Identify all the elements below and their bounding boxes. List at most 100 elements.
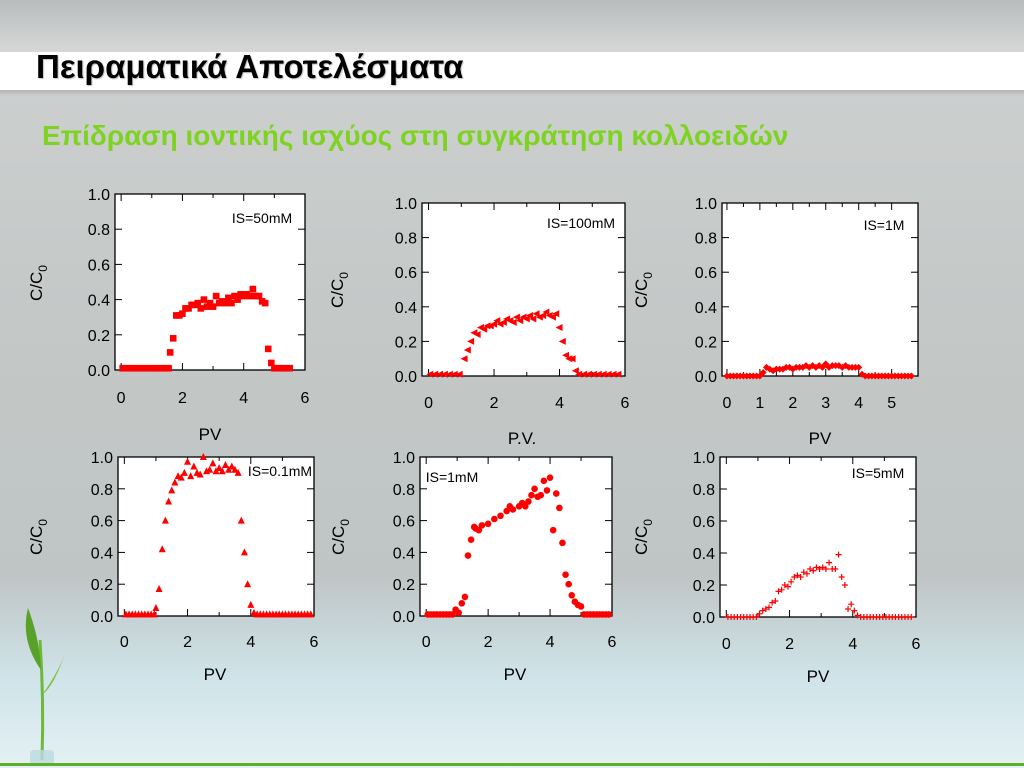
y-tick-label: 0.0 [695,369,717,386]
data-point [556,504,563,512]
x-axis-label: PV [199,425,222,444]
data-point [807,566,814,572]
slide-title: Πειραματικά Αποτελέσματα [36,48,464,85]
y-tick-label: 1.0 [91,450,113,467]
data-point [532,310,540,318]
data-point [562,571,569,578]
y-tick-label: 0.2 [393,577,415,594]
x-tick-label: 4 [239,390,248,407]
data-point [467,536,475,543]
data-point [475,526,483,534]
data-point [838,574,845,580]
data-point [559,539,566,547]
data-point [247,600,255,608]
data-point [552,490,560,497]
data-point [179,310,186,317]
data-point [161,516,169,524]
is-annotation: IS=5mM [852,465,905,481]
data-point [800,569,807,576]
x-axis-label: PV [504,665,527,684]
data-point [528,491,535,499]
y-tick-label: 0.0 [88,363,110,380]
data-point [522,315,530,323]
x-tick-label: 4 [854,395,863,412]
data-point [835,551,842,558]
chart-c6: 0.0 0.2 0.4 0.6 0.8 1.0 0 2 4 6 IS=5mM PV C/C0 [632,450,921,686]
y-tick-label: 0.6 [395,265,417,282]
x-tick-label: 6 [301,390,310,407]
data-point [203,303,211,310]
data-point [537,491,545,499]
data-point [503,507,511,515]
y-tick-label: 0.8 [393,482,415,499]
data-point [473,330,481,338]
y-tick-label: 0.4 [88,293,110,310]
y-tick-label: 1.0 [693,450,715,467]
y-tick-label: 0.6 [695,265,717,282]
x-tick-label: 3 [821,395,830,412]
y-tick-label: 0.2 [88,328,110,345]
data-point [794,572,801,579]
data-point [261,299,269,307]
data-point [565,580,572,588]
data-point [218,467,226,475]
x-tick-label: 1 [755,395,764,412]
y-tick-label: 0.8 [695,231,717,248]
data-point [225,294,232,302]
data-point [480,325,488,333]
is-annotation: IS=50mM [232,210,292,226]
data-point [184,457,192,465]
data-point [797,574,804,580]
data-point [908,614,915,620]
data-point [215,464,223,472]
data-point [521,502,529,510]
plot-area [419,456,613,617]
data-point [543,487,551,494]
data-point [255,292,263,300]
data-point [848,601,855,608]
data-point [491,515,498,523]
data-point [171,478,179,486]
data-point [526,311,534,319]
data-point [558,337,566,345]
data-point [449,611,456,618]
x-axis-label: PV [809,429,832,448]
x-tick-label: 4 [555,395,564,412]
x-axis-label: PV [807,667,830,686]
data-point [599,370,607,378]
data-point [568,355,576,363]
data-point [549,526,557,534]
data-point [822,566,829,572]
chart-c3: 0.0 0.2 0.4 0.6 0.8 1.0 0 1 2 3 4 5 IS=1M PV C/C0 [632,196,919,448]
top-band [0,0,1024,52]
data-point [907,372,915,380]
data-point [855,363,863,371]
data-point [810,567,817,574]
data-point [244,580,252,588]
x-tick-label: 4 [848,636,857,653]
y-tick-label: 1.0 [695,196,717,213]
data-point [542,308,550,316]
data-point [772,598,779,604]
data-point [228,462,236,470]
data-point [531,485,538,493]
plot-area [117,456,315,617]
y-tick-label: 0.0 [91,609,113,626]
x-tick-label: 6 [310,634,319,651]
y-tick-label: 0.0 [693,610,715,627]
title-band [0,52,1024,96]
data-point [478,522,486,529]
data-point [499,318,507,326]
data-point [199,453,207,460]
data-point [762,606,769,612]
data-point [525,498,532,505]
data-point [209,459,217,467]
is-annotation: IS=100mM [547,215,615,231]
plot-area [114,193,306,371]
x-tick-label: 6 [608,634,617,651]
data-point [200,296,208,303]
data-point [571,367,579,375]
data-point [580,370,588,378]
y-tick-label: 0.2 [695,334,717,351]
x-tick-label: 2 [178,390,187,407]
